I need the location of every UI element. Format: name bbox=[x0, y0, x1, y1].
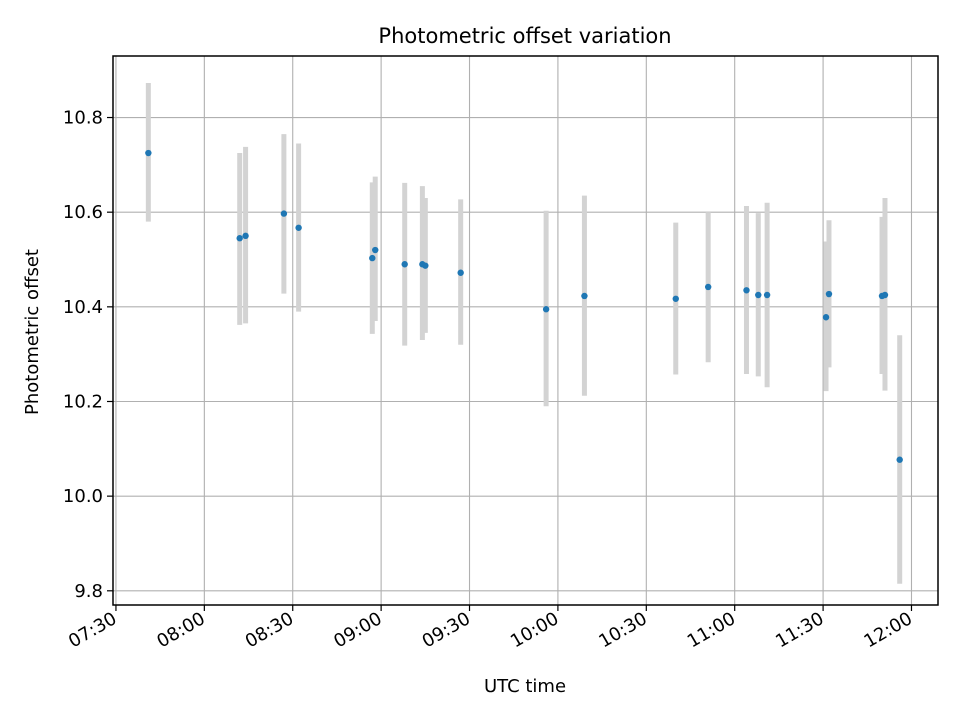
data-point bbox=[457, 269, 464, 276]
data-points bbox=[145, 149, 903, 463]
chart-title: Photometric offset variation bbox=[378, 24, 671, 48]
y-axis: 9.8 10.0 10.2 10.4 10.6 10.8 bbox=[63, 108, 113, 602]
data-point bbox=[881, 291, 889, 299]
data-point bbox=[242, 232, 249, 240]
data-point bbox=[581, 292, 588, 300]
grid bbox=[113, 56, 938, 605]
data-point bbox=[542, 306, 550, 313]
y-tick-label: 10.2 bbox=[63, 391, 103, 412]
data-point bbox=[822, 314, 830, 321]
plot-frame bbox=[112, 55, 939, 606]
data-point bbox=[704, 283, 712, 291]
x-axis-label: UTC time bbox=[484, 676, 566, 697]
data-point bbox=[743, 287, 750, 294]
data-point bbox=[236, 235, 243, 242]
data-point bbox=[295, 224, 302, 231]
data-point bbox=[755, 291, 762, 299]
data-point bbox=[280, 210, 288, 217]
data-point bbox=[369, 254, 376, 262]
y-tick-label: 10.6 bbox=[63, 202, 103, 223]
data-point bbox=[763, 291, 771, 299]
y-tick-label: 9.8 bbox=[74, 581, 103, 602]
y-tick-label: 10.8 bbox=[63, 108, 103, 129]
data-point bbox=[672, 295, 679, 302]
y-axis-label: Photometric offset bbox=[22, 249, 43, 415]
data-point bbox=[422, 262, 429, 269]
data-point bbox=[825, 290, 833, 298]
data-point bbox=[145, 149, 152, 157]
y-tick-label: 10.0 bbox=[63, 486, 103, 507]
data-point bbox=[372, 246, 379, 254]
data-point bbox=[896, 456, 903, 463]
y-tick-label: 10.4 bbox=[63, 297, 103, 318]
data-point bbox=[401, 261, 408, 268]
